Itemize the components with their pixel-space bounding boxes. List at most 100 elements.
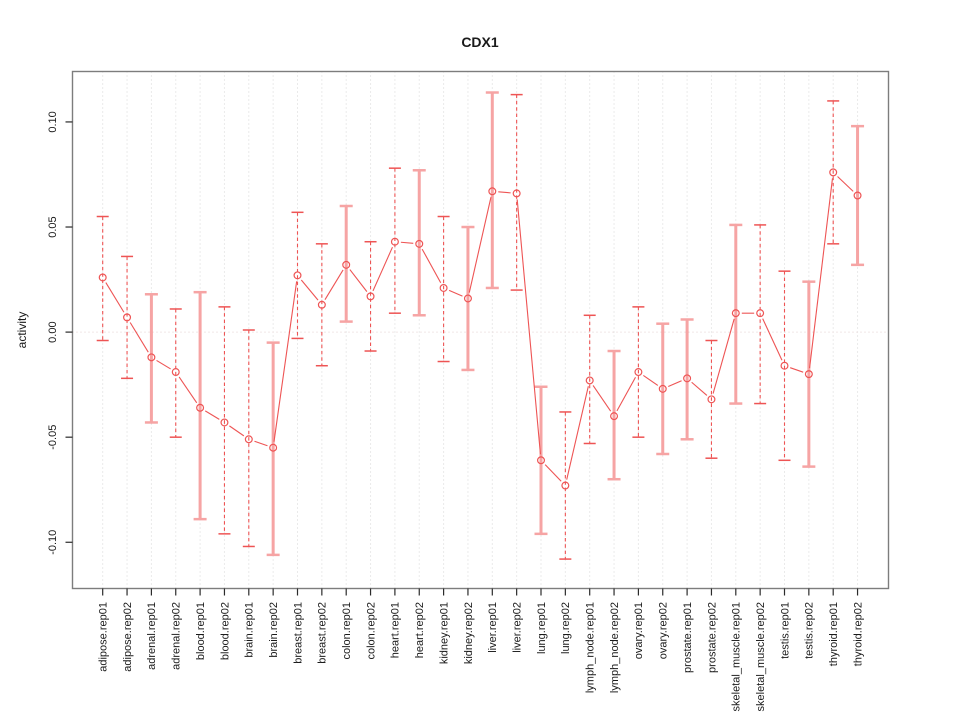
x-tick-label: ovary.rep02 (658, 602, 670, 659)
data-point-marker (561, 481, 570, 490)
y-tick-label: 0.10 (47, 111, 59, 132)
y-tick-label: 0.00 (47, 321, 59, 342)
x-tick-label: prostate.rep01 (682, 602, 694, 673)
series-segment (324, 269, 344, 300)
series-segment (789, 367, 804, 373)
data-point-marker (123, 313, 132, 322)
x-tick-label: thyroid.rep01 (828, 602, 840, 666)
data-point-marker (585, 376, 594, 385)
data-point-marker (98, 273, 107, 282)
series-segment (300, 279, 319, 301)
data-point-marker (342, 260, 351, 269)
x-tick-label: blood.rep02 (219, 602, 231, 660)
x-tick-label: kidney.rep01 (438, 602, 450, 664)
data-point-marker (536, 456, 545, 465)
series-segment (691, 381, 708, 396)
x-tick-label: adipose.rep01 (98, 602, 110, 672)
data-point-marker (196, 403, 205, 412)
series-segment (566, 386, 589, 480)
series-segment (400, 241, 414, 244)
x-tick-label: adrenal.rep02 (171, 602, 183, 670)
series-segment (204, 410, 220, 420)
data-point-marker (366, 292, 375, 301)
data-point-marker (171, 368, 180, 377)
series-segment (156, 359, 171, 370)
x-tick-label: liver.rep02 (512, 602, 524, 653)
data-point-marker (634, 368, 643, 377)
x-tick-label: liver.rep01 (487, 602, 499, 653)
x-tick-label: brain.rep01 (244, 602, 256, 658)
series-segment (616, 377, 636, 412)
x-tick-label: testis.rep02 (804, 602, 816, 659)
data-point-marker (780, 361, 789, 370)
series-segment (643, 374, 659, 386)
x-tick-label: skeletal_muscle.rep02 (755, 602, 767, 711)
data-point-marker (804, 370, 813, 379)
series-segment (349, 269, 368, 292)
x-tick-label: brain.rep02 (268, 602, 280, 658)
data-point-marker (415, 239, 424, 248)
series-segment (273, 281, 298, 442)
x-tick-label: thyroid.rep02 (852, 602, 864, 666)
data-point-marker (244, 435, 253, 444)
data-point-marker (853, 191, 862, 200)
data-point-marker (658, 384, 667, 393)
series-segment (762, 318, 783, 361)
x-tick-label: breast.rep01 (292, 602, 304, 664)
x-tick-label: adipose.rep02 (122, 602, 134, 672)
data-point-marker (610, 412, 619, 421)
data-point-marker (220, 418, 229, 427)
x-tick-label: skeletal_muscle.rep01 (731, 602, 743, 711)
series-segment (105, 282, 125, 313)
data-point-marker (317, 300, 326, 309)
series-segment (668, 380, 682, 387)
x-tick-label: lung.rep02 (560, 602, 572, 654)
data-point-marker (512, 189, 521, 198)
data-point-marker (390, 237, 399, 246)
x-tick-label: kidney.rep02 (463, 602, 475, 664)
x-tick-label: lung.rep01 (536, 602, 548, 654)
series-segment (712, 318, 735, 394)
series-segment (229, 425, 245, 437)
x-tick-label: prostate.rep02 (706, 602, 718, 673)
x-tick-label: colon.rep01 (341, 602, 353, 660)
series-segment (178, 376, 198, 404)
data-point-marker (683, 374, 692, 383)
y-tick-label: -0.05 (47, 425, 59, 450)
data-point-marker (829, 168, 838, 177)
series-segment (544, 464, 562, 482)
x-tick-label: blood.rep01 (195, 602, 207, 660)
data-point-marker (463, 294, 472, 303)
series-segment (254, 440, 268, 447)
x-tick-label: heart.rep02 (414, 602, 426, 658)
x-tick-label: lymph_node.rep01 (585, 602, 597, 693)
x-tick-label: colon.rep02 (365, 602, 377, 660)
series-segment (837, 176, 854, 192)
y-tick-label: -0.10 (47, 530, 59, 555)
plot-content: -0.10 -0.05 0.00 0.05 0.10 adipose.rep01 adipo… (47, 70, 890, 711)
series-segment (592, 385, 612, 412)
series-segment (809, 178, 834, 369)
x-tick-label: breast.rep02 (317, 602, 329, 664)
plot-frame (71, 70, 890, 590)
data-point-marker (756, 309, 765, 318)
chart-title: CDX1 (461, 34, 499, 50)
data-point-marker (293, 271, 302, 280)
data-point-marker (488, 187, 497, 196)
x-tick-label: adrenal.rep01 (146, 602, 158, 670)
series-segment (468, 197, 492, 293)
data-point-marker (731, 309, 740, 318)
series-segment (372, 246, 393, 292)
data-point-marker (147, 353, 156, 362)
series-segment (448, 289, 463, 297)
data-point-marker (707, 395, 716, 404)
x-tick-label: ovary.rep01 (633, 602, 645, 659)
data-point-marker (269, 443, 278, 452)
series-segment (516, 199, 542, 455)
x-tick-label: heart.rep01 (390, 602, 402, 658)
x-tick-label: testis.rep01 (779, 602, 791, 659)
data-point-marker (439, 283, 448, 292)
y-axis-title: activity (15, 312, 29, 349)
